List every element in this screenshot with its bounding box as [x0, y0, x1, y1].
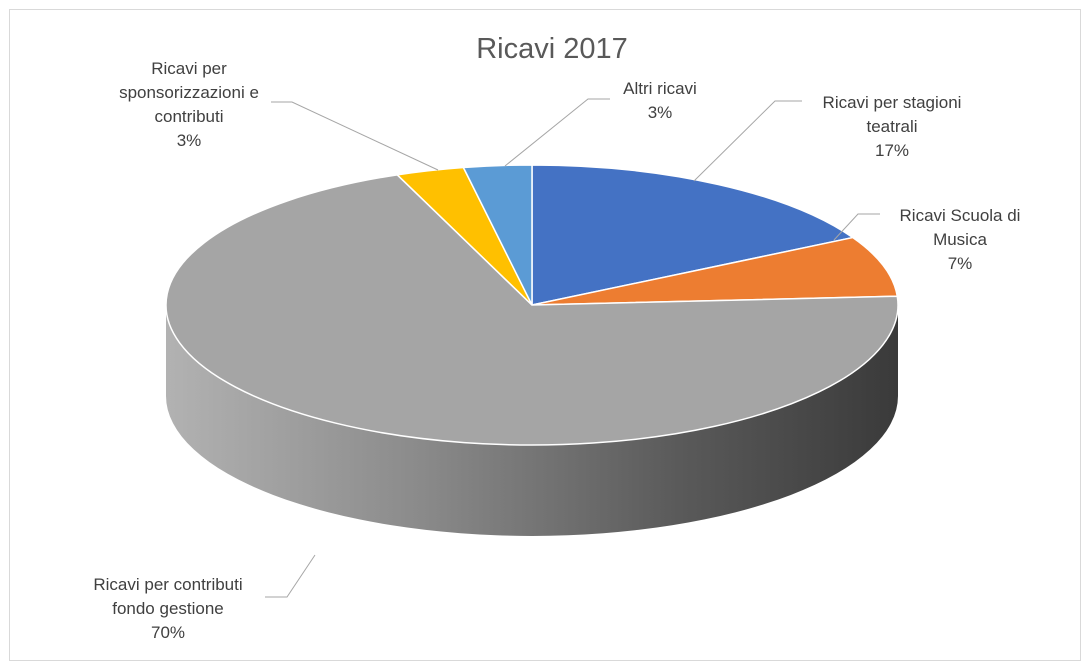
data-label-line: fondo gestione	[112, 599, 224, 618]
data-labels: Ricavi per stagioni teatrali 17% Ricavi Scu…	[93, 59, 1020, 642]
data-label-line: teatrali	[866, 117, 917, 136]
slice-0	[531, 164, 855, 306]
leader-line-3	[271, 101, 439, 171]
leader-line-1	[833, 213, 880, 241]
leader-line-4	[504, 98, 610, 167]
data-label-line: 17%	[875, 141, 909, 160]
data-label-line: contributi	[155, 107, 224, 126]
leader-line-2	[265, 554, 316, 598]
slice-4	[462, 164, 533, 306]
chart-title: Ricavi 2017	[476, 33, 628, 65]
data-label-0: Ricavi per stagioni teatrali 17%	[823, 93, 962, 160]
data-label-line: Musica	[933, 230, 987, 249]
data-label-line: Ricavi Scuola di	[900, 206, 1021, 225]
leader-lines	[265, 98, 880, 598]
data-label-line: Ricavi per	[151, 59, 227, 78]
pie-top-slices	[165, 164, 899, 446]
leader-line-0	[693, 100, 802, 182]
data-label-4: Altri ricavi 3%	[623, 79, 697, 122]
pie-side-walls	[166, 305, 898, 536]
data-label-2: Ricavi per contributi fondo gestione 70%	[93, 575, 242, 642]
data-label-line: 7%	[948, 254, 973, 273]
data-label-line: Ricavi per stagioni	[823, 93, 962, 112]
data-label-line: 70%	[151, 623, 185, 642]
data-label-line: 3%	[648, 103, 673, 122]
slice-2	[165, 174, 899, 446]
data-label-3: Ricavi per sponsorizzazioni e contributi 3%	[119, 59, 259, 150]
slice-side-2	[166, 305, 898, 536]
data-label-1: Ricavi Scuola di Musica 7%	[900, 206, 1021, 273]
data-label-line: sponsorizzazioni e	[119, 83, 259, 102]
data-label-line: Ricavi per contributi	[93, 575, 242, 594]
data-label-line: Altri ricavi	[623, 79, 697, 98]
slice-1	[531, 236, 899, 306]
data-label-line: 3%	[177, 131, 202, 150]
